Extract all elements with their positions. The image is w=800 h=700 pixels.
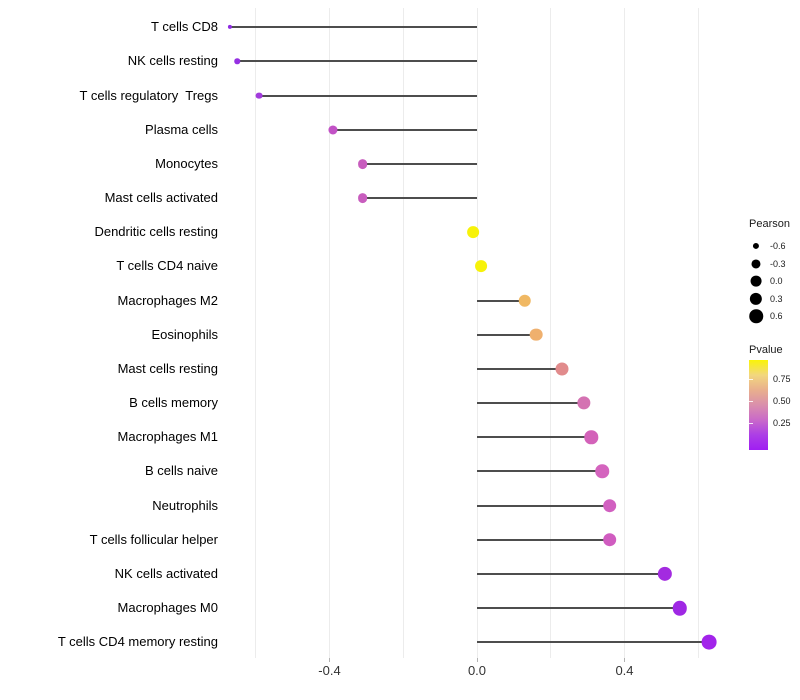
lollipop-stem [477, 504, 610, 507]
lollipop-dot [701, 634, 717, 650]
lollipop-dot [584, 430, 599, 444]
legend-size-dot [751, 259, 761, 269]
legend-size-label: 0.3 [770, 293, 783, 304]
lollipop-dot [357, 193, 368, 203]
colorbar-tick-label: 0.50 [773, 396, 791, 406]
y-axis-label: Mast cells resting [117, 360, 218, 376]
lollipop-dot [227, 25, 233, 30]
y-axis-label: B cells naive [145, 463, 218, 479]
legend-size-dot [749, 309, 763, 324]
colorbar-tick [749, 401, 753, 402]
lollipop-dot [357, 158, 368, 169]
y-axis-label: Dendritic cells resting [94, 224, 218, 240]
x-tick-mark [329, 658, 330, 662]
colorbar-tick [749, 423, 753, 424]
lollipop-dot [602, 532, 617, 547]
x-gridline [550, 8, 552, 658]
x-tick-mark [476, 658, 478, 662]
lollipop-stem [229, 26, 477, 29]
legend-pvalue-title: Pvalue [749, 344, 783, 356]
x-tick-label: -0.4 [318, 663, 341, 678]
lollipop-stem [477, 538, 610, 541]
y-axis-label: Eosinophils [151, 326, 219, 342]
y-axis-label: Neutrophils [152, 497, 218, 513]
y-axis-label: B cells memory [129, 395, 218, 411]
lollipop-dot [657, 566, 673, 582]
colorbar-tick-label: 0.25 [773, 418, 791, 428]
legend-size-label: 0.0 [770, 276, 783, 287]
lollipop-stem [362, 197, 477, 200]
legend-size-label: -0.6 [770, 241, 786, 251]
y-axis-label: Monocytes [155, 155, 218, 171]
y-axis-label: Macrophages M2 [117, 292, 218, 308]
y-axis-label: T cells regulatory Tregs [79, 87, 218, 103]
x-gridline [255, 8, 257, 658]
lollipop-dot [328, 125, 338, 135]
x-gridline [329, 8, 330, 658]
lollipop-stem [259, 94, 477, 97]
lollipop-dot [529, 328, 543, 342]
y-axis-label: NK cells resting [127, 53, 218, 69]
x-gridline [697, 8, 699, 658]
x-gridline [624, 8, 625, 658]
legend-size-dot [749, 292, 763, 305]
lollipop-dot [518, 294, 532, 307]
plot-panel [222, 8, 738, 658]
colorbar-tick-label: 0.75 [773, 374, 791, 384]
x-tick-label: 0.0 [467, 663, 487, 678]
pvalue-colorbar [749, 360, 768, 450]
lollipop-stem [477, 607, 680, 610]
y-axis-label: T cells CD4 memory resting [57, 634, 218, 650]
lollipop-stem [362, 162, 477, 165]
lollipop-dot [474, 260, 487, 273]
lollipop-dot [595, 464, 610, 479]
lollipop-dot [602, 498, 617, 513]
y-axis-label: Plasma cells [145, 121, 218, 137]
y-axis-label: T cells CD4 naive [116, 258, 218, 274]
x-tick-mark [624, 658, 625, 662]
lollipop-stem [477, 470, 603, 473]
colorbar-tick [749, 379, 753, 380]
legend-size-label: 0.6 [770, 311, 783, 322]
lollipop-dot [467, 226, 480, 239]
lollipop-stem [333, 128, 477, 131]
y-axis-label: Mast cells activated [104, 190, 218, 206]
lollipop-dot [555, 362, 569, 376]
legend-size-dot [752, 242, 760, 250]
y-axis-label: T cells follicular helper [89, 531, 218, 547]
lollipop-stem [237, 60, 477, 63]
lollipop-stem [477, 641, 710, 644]
lollipop-dot [577, 396, 591, 410]
legend-pearson-title: Pearson [749, 218, 790, 230]
x-gridline [402, 8, 404, 658]
lollipop-stem [477, 436, 592, 439]
y-axis-label: Macrophages M1 [117, 429, 218, 445]
x-gridline [476, 8, 478, 658]
lollipop-stem [477, 572, 666, 575]
lollipop-dot [256, 92, 263, 99]
legend-size-dot [750, 275, 762, 287]
x-tick-label: 0.4 [615, 663, 634, 678]
lollipop-stem [477, 299, 525, 302]
y-axis-label: T cells CD8 [151, 19, 218, 35]
lollipop-stem [477, 333, 536, 336]
lollipop-stem [477, 402, 584, 405]
y-axis-label: NK cells activated [114, 565, 218, 581]
y-axis-label: Macrophages M0 [117, 600, 218, 616]
legend-size-label: -0.3 [770, 258, 786, 269]
lollipop-stem [477, 367, 562, 370]
lollipop-dot [234, 58, 241, 65]
lollipop-dot [672, 600, 688, 616]
